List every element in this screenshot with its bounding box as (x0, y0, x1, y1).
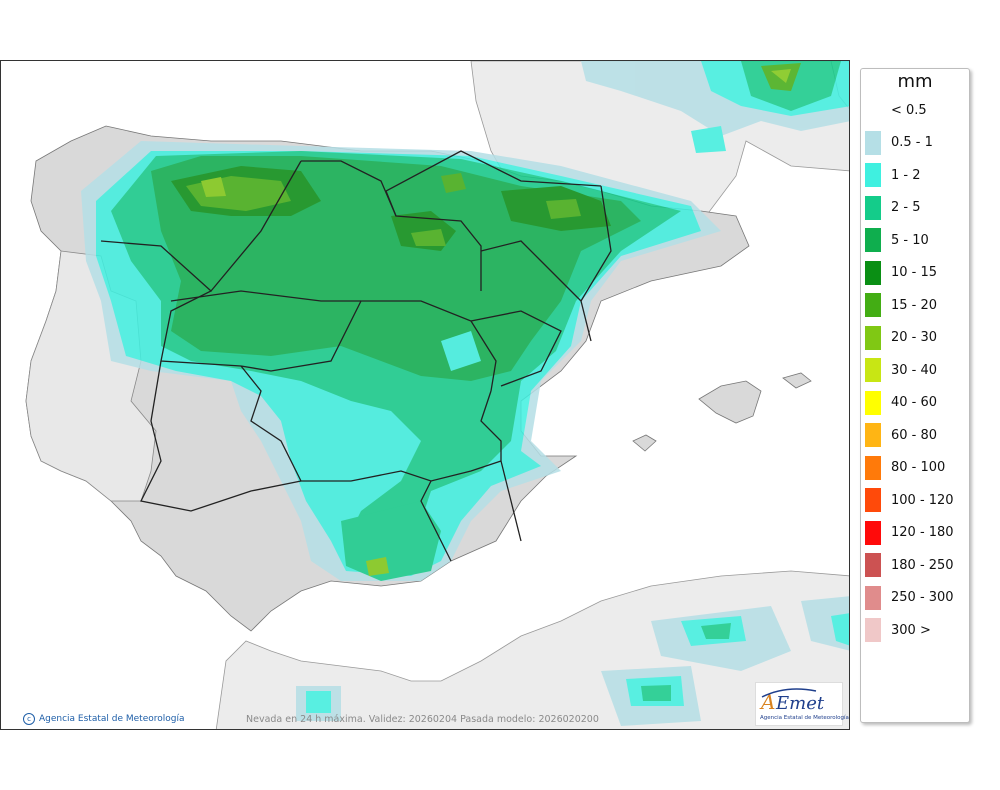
legend-item: 40 - 60 (865, 390, 938, 415)
legend-label: 15 - 20 (891, 297, 938, 313)
legend-swatch (865, 260, 881, 285)
legend-label: 1 - 2 (891, 167, 921, 183)
svg-text:Emet: Emet (775, 693, 825, 714)
svg-text:A: A (759, 690, 775, 714)
copyright-icon: c (23, 713, 35, 725)
map-canvas (1, 61, 849, 729)
legend-item: 2 - 5 (865, 195, 921, 220)
legend-item: 20 - 30 (865, 325, 938, 350)
legend-label: 180 - 250 (891, 557, 954, 573)
legend-item: 180 - 250 (865, 553, 954, 577)
legend-item: 1 - 2 (865, 163, 921, 187)
legend-swatch (865, 130, 881, 155)
legend-swatch (865, 618, 881, 642)
legend-title: mm (897, 71, 933, 92)
legend-label: 40 - 60 (891, 395, 938, 410)
land-menorca (782, 372, 812, 389)
legend-label: 0.5 - 1 (891, 135, 933, 150)
legend-label: 20 - 30 (891, 330, 938, 345)
legend-swatch (865, 390, 881, 415)
map-caption: Nevada en 24 h máxima. Validez: 20260204… (246, 714, 599, 725)
legend-item: < 0.5 (865, 98, 927, 122)
legend-item: 300 > (865, 618, 931, 642)
legend-item: 120 - 180 (865, 520, 954, 545)
legend-label: 100 - 120 (891, 492, 954, 508)
legend-swatch (865, 163, 881, 187)
legend-label: 5 - 10 (891, 232, 929, 248)
legend-swatch (865, 585, 881, 610)
land-mallorca (698, 380, 762, 424)
legend-swatch (865, 488, 881, 512)
legend-swatch (865, 455, 881, 480)
legend-item: 10 - 15 (865, 260, 938, 285)
snow-shading (81, 61, 849, 726)
legend-item: 60 - 80 (865, 423, 937, 447)
legend-swatch (865, 423, 881, 447)
legend-label: 120 - 180 (891, 525, 954, 540)
legend-label: 10 - 15 (891, 265, 938, 280)
legend-label: 250 - 300 (891, 590, 954, 605)
legend-item: 5 - 10 (865, 228, 929, 252)
legend-item: 30 - 40 (865, 358, 937, 382)
aemet-logo: A Emet Agencia Estatal de Meteorología (755, 682, 849, 726)
land-ibiza (632, 434, 657, 452)
legend-label: 30 - 40 (891, 362, 938, 378)
legend-swatch (865, 98, 881, 122)
legend-swatch (865, 553, 881, 577)
legend-label: 300 > (891, 622, 931, 638)
legend-panel: mm < 0.5 0.5 - 1 1 - 2 2 - 5 5 - 10 10 - 15 15… (860, 68, 970, 723)
aemet-logo-subtitle: Agencia Estatal de Meteorología (760, 715, 849, 721)
legend-label: 2 - 5 (891, 200, 921, 215)
legend-item: 250 - 300 (865, 585, 954, 610)
agency-credit-text: Agencia Estatal de Meteorología (39, 714, 185, 724)
legend-item: 80 - 100 (865, 455, 946, 480)
legend-item: 0.5 - 1 (865, 130, 933, 155)
legend-swatch (865, 293, 881, 317)
region-borders (100, 150, 612, 562)
legend-swatch (865, 195, 881, 220)
legend-swatch (865, 358, 881, 382)
legend-swatch (865, 325, 881, 350)
legend-swatch (865, 228, 881, 252)
snowfall-map[interactable]: c Agencia Estatal de Meteorología Nevada… (0, 60, 850, 730)
aemet-logo-mark: A Emet (759, 688, 825, 714)
legend-item: 100 - 120 (865, 488, 954, 512)
legend-swatch (865, 520, 881, 545)
legend-item: 15 - 20 (865, 293, 937, 317)
legend-label: 60 - 80 (891, 427, 938, 443)
agency-credit: c Agencia Estatal de Meteorología (23, 713, 185, 725)
legend-label: < 0.5 (891, 102, 927, 118)
legend-label: 80 - 100 (891, 460, 946, 475)
